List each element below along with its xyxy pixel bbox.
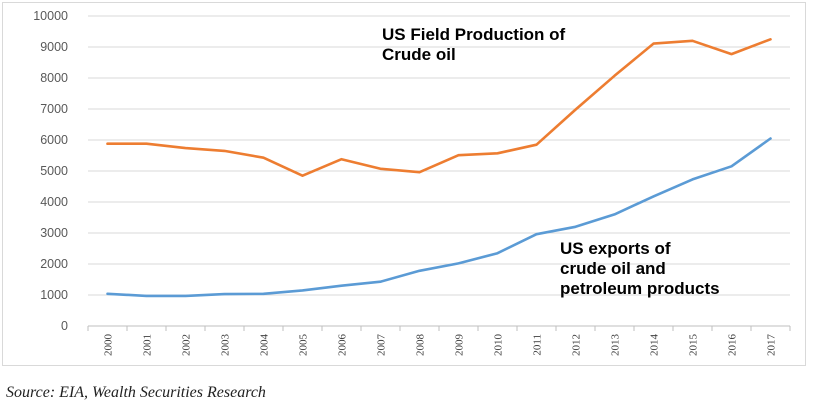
- y-tick-label: 5000: [40, 164, 68, 178]
- y-tick-label: 3000: [40, 226, 68, 240]
- y-tick-label: 6000: [40, 133, 68, 147]
- x-tick-label: 2001: [142, 334, 154, 356]
- x-tick-label: 2016: [727, 334, 739, 357]
- y-tick-label: 10000: [33, 9, 68, 23]
- annotation-production: Crude oil: [382, 45, 456, 64]
- x-tick-label: 2011: [532, 334, 544, 356]
- y-tick-label: 0: [61, 319, 68, 333]
- x-tick-label: 2012: [571, 334, 583, 356]
- series-line-crude-production: [106, 37, 772, 177]
- annotation-exports: US exports of: [560, 239, 671, 258]
- x-axis-ticks: 2000 2001 2002 2003 2004 2005 2006 2007 2008 2009…: [87, 326, 791, 357]
- y-tick-label: 7000: [40, 102, 68, 116]
- x-tick-label: 2013: [610, 334, 622, 357]
- x-tick-label: 2003: [220, 334, 232, 357]
- x-tick-label: 2005: [298, 334, 310, 357]
- y-tick-label: 9000: [40, 40, 68, 54]
- x-tick-label: 2000: [103, 334, 115, 357]
- x-tick-label: 2009: [454, 334, 466, 357]
- x-tick-label: 2008: [415, 334, 427, 357]
- y-tick-label: 2000: [40, 257, 68, 271]
- y-tick-label: 4000: [40, 195, 68, 209]
- series-lines: [106, 37, 772, 298]
- annotation-exports: petroleum products: [560, 279, 720, 298]
- x-tick-label: 2004: [259, 334, 271, 357]
- x-tick-label: 2014: [649, 334, 661, 357]
- annotation-production: US Field Production of: [382, 25, 566, 44]
- chart-frame: [2, 2, 806, 366]
- source-caption: Source: EIA, Wealth Securities Research: [6, 384, 266, 401]
- y-tick-label: 1000: [40, 288, 68, 302]
- y-axis-ticks: 0 1000 2000 3000 4000 5000 6000 7000 8000 9000 100…: [33, 9, 68, 333]
- x-tick-label: 2002: [181, 334, 193, 356]
- y-tick-label: 8000: [40, 71, 68, 85]
- x-tick-label: 2017: [766, 334, 778, 357]
- x-tick-label: 2015: [688, 334, 700, 357]
- x-tick-label: 2006: [337, 334, 349, 357]
- series-line-exports: [106, 137, 772, 298]
- annotation-exports: crude oil and: [560, 259, 666, 278]
- x-tick-label: 2007: [376, 334, 388, 357]
- x-tick-label: 2010: [493, 334, 505, 357]
- line-chart: 0 1000 2000 3000 4000 5000 6000 7000 8000 9000 100…: [33, 9, 791, 357]
